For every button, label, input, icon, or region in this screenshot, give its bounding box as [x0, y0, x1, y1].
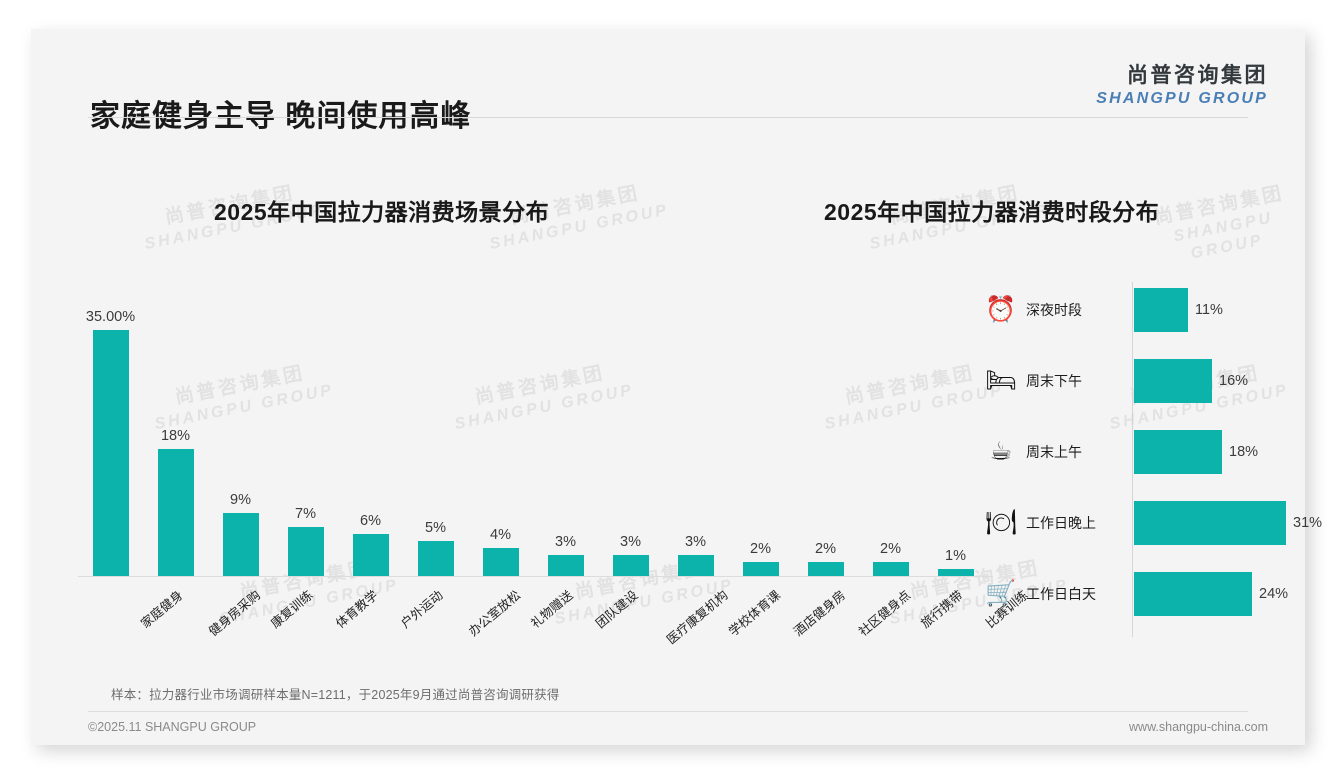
scene-bar[interactable]	[403, 541, 468, 576]
scene-bar-value: 4%	[490, 527, 511, 543]
scene-bar-value: 35.00%	[85, 309, 136, 325]
timeslot-row[interactable]: 🛏 周末下午 16%	[911, 353, 1311, 409]
scene-bar-value: 2%	[880, 541, 901, 557]
scene-bar[interactable]	[663, 555, 728, 576]
scene-bar-value: 2%	[750, 541, 771, 557]
timeslot-bar-value: 18%	[1229, 444, 1259, 460]
shopping-cart-icon: 🛒	[985, 579, 1017, 608]
scene-bar[interactable]	[208, 513, 273, 576]
timeslot-bar-rect	[1134, 430, 1222, 474]
scene-bar-chart: 35.00% 家庭健身 18% 健身房采购 9% 康复训练 7% 体育教学 6% 户外运动 5% 办公…	[78, 277, 1031, 647]
timeslot-bar-rect	[1134, 501, 1286, 545]
scene-bar-value: 1%	[945, 548, 966, 564]
scene-bar[interactable]	[273, 527, 338, 576]
scene-category-label: 康复训练	[268, 588, 316, 631]
scene-bar[interactable]	[923, 569, 988, 576]
timeslot-row[interactable]: 🍽 工作日晚上 31%	[911, 495, 1322, 551]
scene-bar[interactable]	[793, 562, 858, 576]
timeslot-bar-value: 31%	[1293, 515, 1323, 531]
scene-bar-value: 6%	[360, 513, 381, 529]
scene-category-label: 医疗康复机构	[664, 588, 731, 648]
scene-bar-value: 18%	[160, 428, 191, 444]
scene-bar-rect	[352, 534, 389, 576]
timeslot-chart-axis	[1132, 282, 1133, 637]
charts-area: 2025年中国拉力器消费场景分布 2025年中国拉力器消费时段分布 35.00%…	[31, 117, 1322, 677]
timeslot-category-label: 周末下午	[1026, 373, 1082, 389]
scene-bar-rect	[222, 513, 259, 576]
timeslot-bar-rect	[1134, 572, 1252, 616]
scene-bar[interactable]	[338, 534, 403, 576]
scene-category-label: 户外运动	[398, 588, 446, 631]
scene-bar-rect	[872, 562, 909, 576]
scene-bar-rect	[287, 527, 324, 576]
scene-bar-value: 3%	[555, 534, 576, 550]
page-title: 家庭健身主导 晚间使用高峰	[90, 100, 472, 133]
timeslot-row[interactable]: ⏰ 深夜时段 11%	[911, 282, 1311, 338]
scene-bar[interactable]	[468, 548, 533, 576]
timeslot-category-label: 深夜时段	[1026, 302, 1082, 318]
scene-bar-rect	[482, 548, 519, 576]
scene-bar-rect	[417, 541, 454, 576]
scene-category-label: 团队建设	[593, 588, 641, 631]
scene-bar-rect	[807, 562, 844, 576]
copyright-text: ©2025.11 SHANGPU GROUP	[88, 720, 257, 734]
scene-category-label: 社区健身点	[856, 588, 914, 639]
scene-bar-rect	[157, 449, 194, 576]
scene-category-label: 学校体育课	[726, 588, 784, 639]
scene-bar-value: 9%	[230, 492, 251, 508]
scene-bar[interactable]	[533, 555, 598, 576]
scene-category-label: 礼物赠送	[528, 588, 576, 631]
coffee-mug-icon: ☕	[989, 437, 1013, 466]
scene-bar-value: 3%	[620, 534, 641, 550]
timeslot-row[interactable]: ☕ 周末上午 18%	[911, 424, 1311, 480]
timeslot-bar-value: 11%	[1195, 302, 1223, 318]
scene-category-label: 酒店健身房	[791, 588, 849, 639]
header-divider	[88, 117, 1248, 118]
chart-title-scene: 2025年中国拉力器消费场景分布	[214, 199, 550, 225]
timeslot-category-label: 工作日晚上	[1026, 515, 1096, 531]
scene-bar-value: 3%	[685, 534, 706, 550]
timeslot-row[interactable]: 🛒 工作日白天 24%	[911, 566, 1311, 622]
timeslot-bar-chart: ⏰ 深夜时段 11% 🛏 周末下午 16% ☕ 周末上午 18% 🍽 工作日晚上 31% 🛒 工作日白天 2…	[911, 282, 1322, 642]
timeslot-category-label: 工作日白天	[1026, 586, 1096, 602]
scene-bar-value: 7%	[295, 506, 316, 522]
scene-category-label: 家庭健身	[138, 588, 186, 631]
scene-bar-rect	[742, 562, 779, 576]
timeslot-bar-value: 24%	[1259, 586, 1289, 602]
slide-header: 家庭健身主导 晚间使用高峰 尚普咨询集团 SHANGPU GROUP	[31, 29, 1305, 133]
bed-icon: 🛏	[985, 366, 1017, 395]
sample-footnote: 样本：拉力器行业市场调研样本量N=1211，于2025年9月通过尚普咨询调研获得	[111, 688, 560, 702]
slide-card: 家庭健身主导 晚间使用高峰 尚普咨询集团 SHANGPU GROUP 尚普咨询集…	[31, 29, 1322, 745]
timeslot-bar-rect	[1134, 359, 1212, 403]
scene-bar-rect	[937, 569, 974, 576]
scene-category-label: 健身房采购	[206, 588, 264, 639]
timeslot-bar-value: 16%	[1219, 373, 1249, 389]
scene-bar[interactable]	[598, 555, 663, 576]
dining-icon: 🍽	[985, 508, 1017, 537]
scene-bar-rect	[677, 555, 714, 576]
brand-logo: 尚普咨询集团 SHANGPU GROUP	[1096, 64, 1268, 108]
timeslot-category-label: 周末上午	[1026, 444, 1082, 460]
brand-name-en: SHANGPU GROUP	[1096, 89, 1268, 107]
scene-bar-value: 5%	[425, 520, 446, 536]
scene-bar[interactable]	[143, 449, 208, 576]
scene-bar[interactable]	[858, 562, 923, 576]
scene-bar-rect	[547, 555, 584, 576]
scene-bar-value: 2%	[815, 541, 836, 557]
scene-bar[interactable]	[78, 330, 143, 576]
website-url[interactable]: www.shangpu-china.com	[1129, 720, 1268, 734]
scene-bar-rect	[612, 555, 649, 576]
scene-category-label: 办公室放松	[466, 588, 524, 639]
scene-bar[interactable]	[728, 562, 793, 576]
footer-divider	[88, 711, 1248, 712]
chart-title-timeslot: 2025年中国拉力器消费时段分布	[824, 199, 1160, 225]
scene-category-label: 体育教学	[333, 588, 381, 631]
timeslot-bar-rect	[1134, 288, 1188, 332]
alarm-clock-icon: ⏰	[985, 295, 1017, 324]
scene-bar-rect	[92, 330, 129, 576]
scene-chart-baseline	[78, 576, 993, 577]
brand-name-cn: 尚普咨询集团	[1127, 64, 1268, 87]
